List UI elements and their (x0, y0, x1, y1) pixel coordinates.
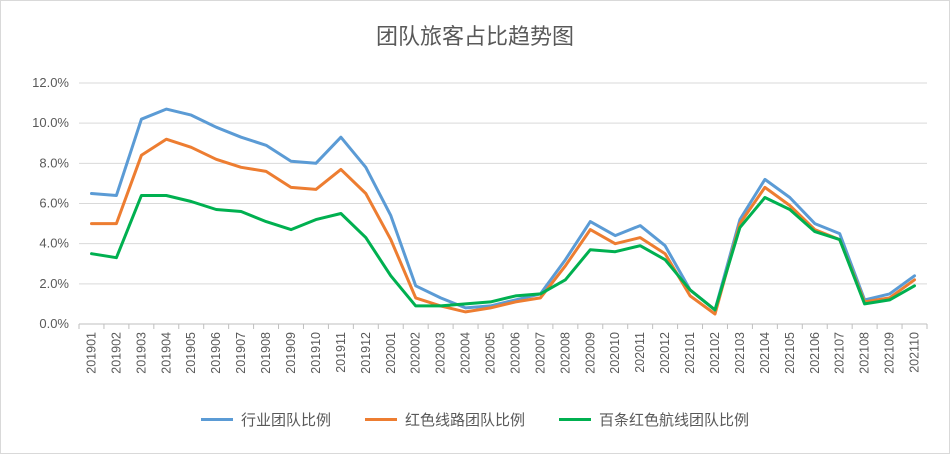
legend-swatch-hundred-red-route (559, 418, 591, 421)
series-line-1 (90, 137, 916, 316)
x-tick-label: 202011 (633, 332, 647, 373)
series-line-2 (90, 194, 916, 312)
x-tick-label: 201908 (259, 332, 273, 374)
x-tick-label: 202103 (733, 332, 747, 374)
legend-label-hundred-red-route: 百条红色航线团队比例 (599, 411, 750, 429)
x-tick-label: 202012 (658, 332, 672, 374)
legend-item-red-route: 红色线路团队比例 (364, 409, 525, 430)
y-tick-label: 10.0% (32, 115, 69, 130)
x-tick-label: 202110 (908, 332, 922, 373)
x-tick-label: 202102 (708, 332, 722, 374)
x-tick-label: 201907 (234, 332, 248, 374)
x-tick-label: 202004 (459, 332, 473, 374)
legend-item-industry: 行业团队比例 (200, 409, 331, 430)
x-tick-label: 202009 (583, 332, 597, 374)
x-tick-label: 201902 (109, 332, 123, 374)
y-tick-label: 2.0% (39, 276, 69, 291)
legend-swatch-red-route (364, 418, 397, 421)
y-tick-label: 6.0% (39, 196, 69, 211)
x-tick-label: 202005 (484, 332, 498, 374)
x-tick-label: 202104 (758, 332, 772, 374)
x-tick-label: 202105 (783, 332, 797, 374)
x-tick-label: 202006 (508, 332, 522, 374)
series-line-0 (90, 107, 916, 312)
x-tick-label: 201905 (184, 332, 198, 374)
x-tick-label: 202108 (858, 332, 872, 374)
x-tick-label: 202007 (533, 332, 547, 374)
x-tick-label: 201912 (359, 332, 373, 374)
y-tick-label: 12.0% (32, 75, 69, 90)
legend-swatch-industry (200, 418, 233, 421)
legend: 行业团队比例 红色线路团队比例 百条红色航线团队比例 (1, 409, 949, 430)
legend-label-industry: 行业团队比例 (240, 411, 331, 429)
x-tick-label: 202109 (883, 332, 897, 374)
x-tick-label: 202008 (558, 332, 572, 374)
y-tick-label: 0.0% (39, 316, 69, 331)
x-tick-label: 202003 (434, 332, 448, 374)
x-tick-label: 202002 (409, 332, 423, 374)
y-tick-label: 4.0% (39, 236, 69, 251)
x-tick-label: 201906 (209, 332, 223, 374)
legend-item-hundred-red-route: 百条红色航线团队比例 (559, 409, 749, 430)
x-tick-label: 201909 (284, 332, 298, 374)
x-tick-label: 202106 (808, 332, 822, 374)
x-tick-label: 201901 (84, 332, 98, 374)
x-tick-label: 201903 (134, 332, 148, 374)
x-tick-label: 202010 (608, 332, 622, 374)
legend-label-red-route: 红色线路团队比例 (404, 411, 525, 429)
x-tick-label: 202001 (384, 332, 398, 374)
x-tick-label: 202107 (833, 332, 847, 374)
y-tick-label: 8.0% (39, 155, 69, 170)
x-tick-label: 201910 (309, 332, 323, 374)
x-tick-label: 201911 (334, 332, 348, 373)
x-tick-label: 201904 (159, 332, 173, 374)
x-tick-label: 202101 (683, 332, 697, 374)
chart-title: 团队旅客占比趋势图 (375, 25, 574, 50)
